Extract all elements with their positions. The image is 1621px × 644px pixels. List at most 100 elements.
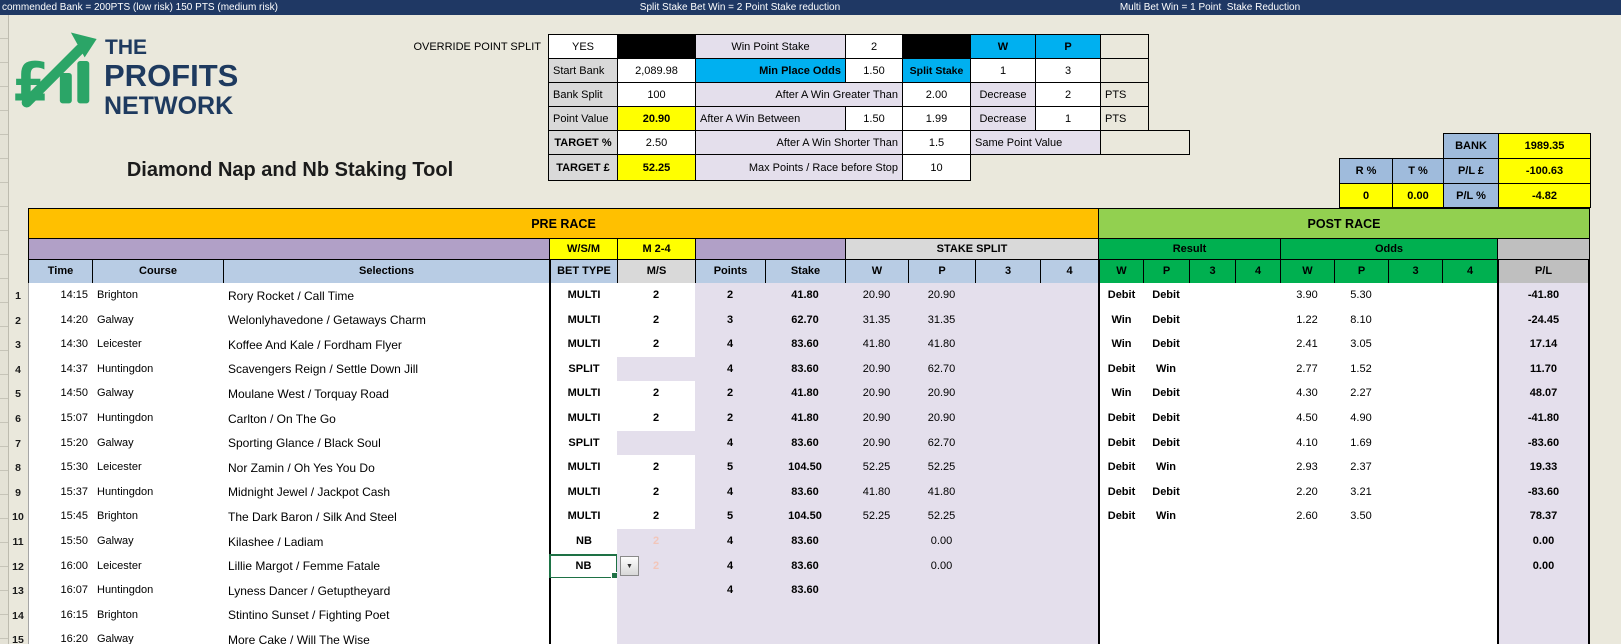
cell-r3-ms[interactable]: 2 <box>617 332 696 358</box>
row-number-6[interactable]: 6 <box>15 413 21 425</box>
cell-r13-split_4[interactable] <box>1040 578 1099 604</box>
cell-r3-points[interactable]: 4 <box>695 332 766 358</box>
cell-r3-odds_w[interactable]: 2.41 <box>1280 332 1335 358</box>
cell-r2-split_4[interactable] <box>1040 308 1099 333</box>
cell-r5-odds_3[interactable] <box>1388 381 1443 407</box>
cell-r7-stake[interactable]: 83.60 <box>765 431 846 456</box>
cell-r2-points[interactable]: 3 <box>695 308 766 333</box>
cell-r2-res_w[interactable]: Win <box>1098 308 1144 333</box>
row-number-13[interactable]: 13 <box>12 585 24 597</box>
cell-r13-time[interactable]: 16:07 <box>28 578 93 604</box>
cell-r2-pl[interactable]: -24.45 <box>1497 308 1590 333</box>
after-win-between-high[interactable]: 1.99 <box>902 106 971 131</box>
cell-r9-odds_w[interactable]: 2.20 <box>1280 480 1335 505</box>
point-value-value[interactable]: 20.90 <box>617 106 696 131</box>
cell-r6-odds_p[interactable]: 4.90 <box>1334 406 1389 432</box>
cell-r7-odds_3[interactable] <box>1388 431 1443 456</box>
cell-r11-odds_3[interactable] <box>1388 529 1443 555</box>
cell-r11-bet_type[interactable]: NB <box>549 529 618 555</box>
t-pct-value[interactable]: 0.00 <box>1392 183 1444 208</box>
cell-r10-res_3[interactable] <box>1189 504 1236 530</box>
cell-r11-ms[interactable]: 2 <box>617 529 696 555</box>
cell-r12-pl[interactable]: 0.00 <box>1497 554 1590 579</box>
cell-r13-split_p[interactable] <box>908 578 976 604</box>
cell-r7-odds_w[interactable]: 4.10 <box>1280 431 1335 456</box>
cell-r14-res_3[interactable] <box>1189 603 1236 628</box>
after-win-greater-value[interactable]: 2.00 <box>902 82 971 107</box>
cell-r13-odds_p[interactable] <box>1334 578 1389 604</box>
cell-r2-selection[interactable]: Welonlyhavedone / Getaways Charm <box>223 308 550 333</box>
cell-r8-points[interactable]: 5 <box>695 455 766 481</box>
cell-r8-split_4[interactable] <box>1040 455 1099 481</box>
cell-r5-time[interactable]: 14:50 <box>28 381 93 407</box>
pl-pct-value[interactable]: -4.82 <box>1498 183 1591 208</box>
row-number-14[interactable]: 14 <box>12 609 24 622</box>
cell-r11-odds_p[interactable] <box>1334 529 1389 555</box>
cell-r7-res_p[interactable]: Debit <box>1143 431 1190 456</box>
cell-r10-stake[interactable]: 104.50 <box>765 504 846 530</box>
target-pct-value[interactable]: 2.50 <box>617 130 696 155</box>
cell-r7-split_w[interactable]: 20.90 <box>845 431 909 456</box>
cell-r9-ms[interactable]: 2 <box>617 480 696 505</box>
cell-r13-ms[interactable] <box>617 578 696 604</box>
cell-r10-res_p[interactable]: Win <box>1143 504 1190 530</box>
cell-r12-odds_w[interactable] <box>1280 554 1335 579</box>
cell-r8-res_4[interactable] <box>1235 455 1281 481</box>
cell-r8-split_p[interactable]: 52.25 <box>908 455 976 481</box>
cell-r7-odds_4[interactable] <box>1442 431 1498 456</box>
max-points-value[interactable]: 10 <box>902 154 971 181</box>
cell-r10-selection[interactable]: The Dark Baron / Silk And Steel <box>223 504 550 530</box>
cell-r6-pl[interactable]: -41.80 <box>1497 406 1590 432</box>
cell-r15-stake[interactable] <box>765 627 846 644</box>
cell-r1-split_p[interactable]: 20.90 <box>908 283 976 309</box>
cell-r6-split_4[interactable] <box>1040 406 1099 432</box>
cell-r9-points[interactable]: 4 <box>695 480 766 505</box>
cell-r6-bet_type[interactable]: MULTI <box>549 406 618 432</box>
cell-r3-bet_type[interactable]: MULTI <box>549 332 618 358</box>
cell-r15-odds_3[interactable] <box>1388 627 1443 644</box>
cell-r3-res_p[interactable]: Debit <box>1143 332 1190 358</box>
cell-r4-split_p[interactable]: 62.70 <box>908 357 976 382</box>
cell-r7-split_4[interactable] <box>1040 431 1099 456</box>
cell-r10-res_w[interactable]: Debit <box>1098 504 1144 530</box>
cell-r6-odds_w[interactable]: 4.50 <box>1280 406 1335 432</box>
cell-r5-odds_4[interactable] <box>1442 381 1498 407</box>
bank-split-value[interactable]: 100 <box>617 82 696 107</box>
cell-r9-pl[interactable]: -83.60 <box>1497 480 1590 505</box>
cell-r14-odds_4[interactable] <box>1442 603 1498 628</box>
cell-r11-course[interactable]: Galway <box>92 529 224 555</box>
cell-r10-split_4[interactable] <box>1040 504 1099 530</box>
cell-r1-ms[interactable]: 2 <box>617 283 696 309</box>
row-number-4[interactable]: 4 <box>15 363 21 376</box>
override-point-split-value[interactable]: YES <box>548 34 618 59</box>
cell-r15-res_3[interactable] <box>1189 627 1236 644</box>
cell-r9-odds_p[interactable]: 3.21 <box>1334 480 1389 505</box>
cell-r13-split_3[interactable] <box>975 578 1041 604</box>
cell-r9-time[interactable]: 15:37 <box>28 480 93 505</box>
split-stake-p-value[interactable]: 3 <box>1035 58 1101 83</box>
cell-r4-split_w[interactable]: 20.90 <box>845 357 909 382</box>
cell-r14-res_4[interactable] <box>1235 603 1281 628</box>
cell-r6-time[interactable]: 15:07 <box>28 406 93 432</box>
cell-r12-split_w[interactable] <box>845 554 909 579</box>
cell-r2-stake[interactable]: 62.70 <box>765 308 846 333</box>
cell-r8-stake[interactable]: 104.50 <box>765 455 846 481</box>
cell-r5-selection[interactable]: Moulane West / Torquay Road <box>223 381 550 407</box>
cell-r2-odds_4[interactable] <box>1442 308 1498 333</box>
cell-r5-split_3[interactable] <box>975 381 1041 407</box>
cell-r6-res_4[interactable] <box>1235 406 1281 432</box>
cell-r1-split_4[interactable] <box>1040 283 1099 309</box>
cell-r7-res_w[interactable]: Debit <box>1098 431 1144 456</box>
cell-r15-pl[interactable] <box>1497 627 1590 644</box>
row-number-10[interactable]: 10 <box>12 511 24 523</box>
min-place-odds-value[interactable]: 1.50 <box>845 58 903 83</box>
cell-r5-stake[interactable]: 41.80 <box>765 381 846 407</box>
cell-r2-res_p[interactable]: Debit <box>1143 308 1190 333</box>
cell-r7-selection[interactable]: Sporting Glance / Black Soul <box>223 431 550 456</box>
cell-r10-odds_4[interactable] <box>1442 504 1498 530</box>
cell-r3-split_p[interactable]: 41.80 <box>908 332 976 358</box>
cell-r3-pl[interactable]: 17.14 <box>1497 332 1590 358</box>
cell-r10-odds_w[interactable]: 2.60 <box>1280 504 1335 530</box>
cell-r8-odds_p[interactable]: 2.37 <box>1334 455 1389 481</box>
cell-r5-course[interactable]: Galway <box>92 381 224 407</box>
